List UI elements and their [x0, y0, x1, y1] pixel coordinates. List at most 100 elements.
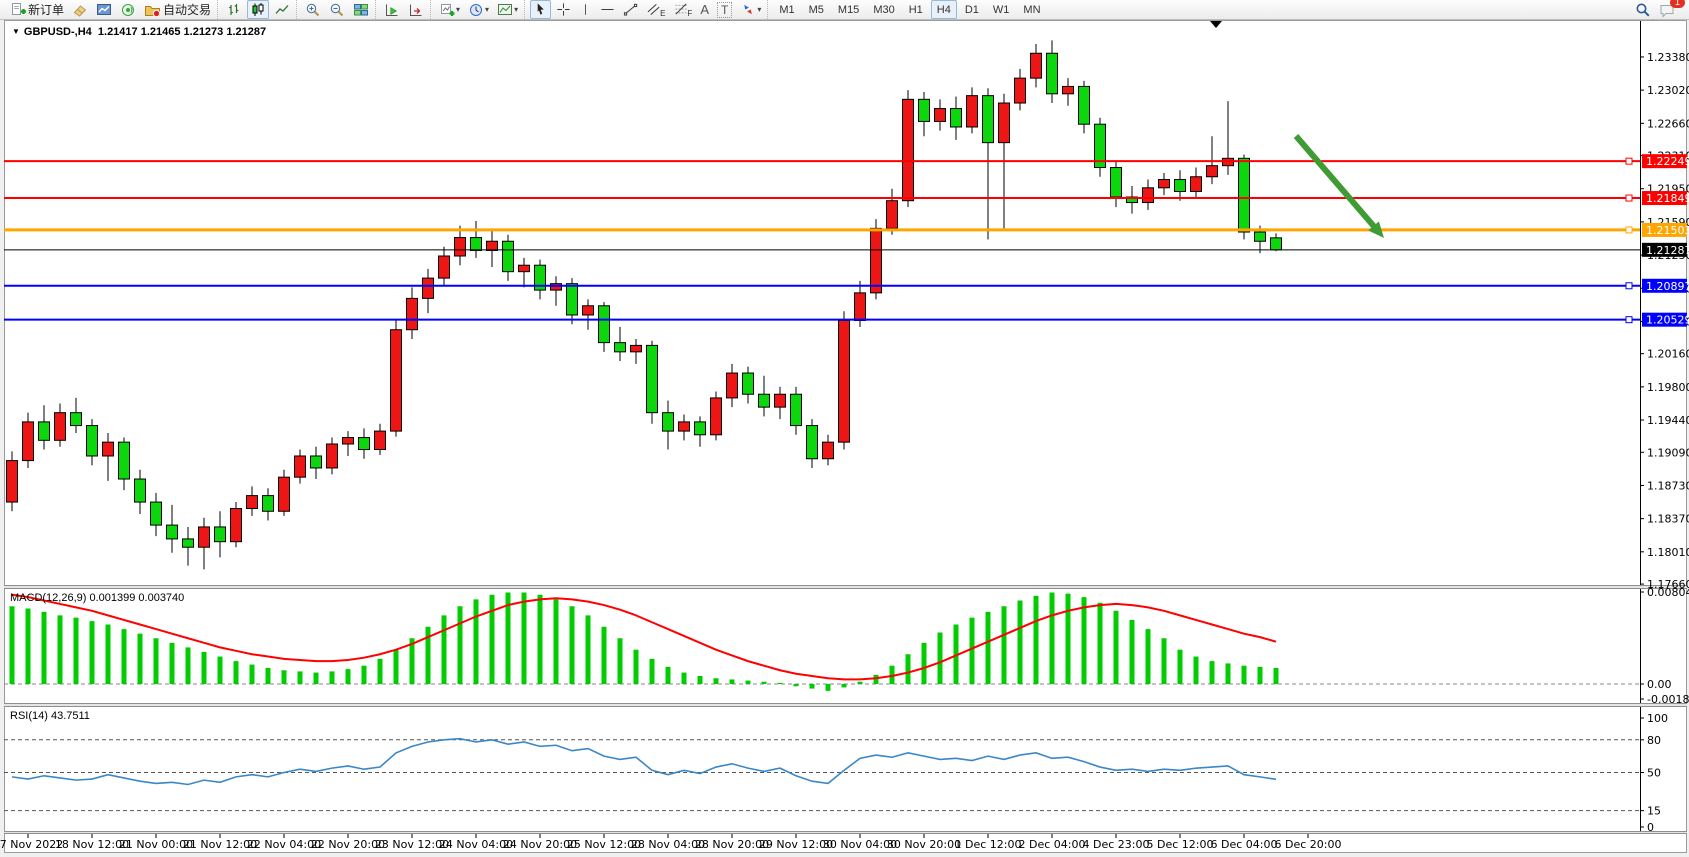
tf-mn-button[interactable]: MN [1023, 3, 1041, 16]
time-axis-label: 22 Nov 04:00 [247, 838, 321, 851]
rsi-tick-label: 50 [1647, 767, 1661, 780]
bull-candle [998, 102, 1010, 144]
tf-h4-button[interactable]: H4 [930, 0, 957, 19]
bear-candle [310, 455, 322, 469]
tf-m15-button[interactable]: M15 [837, 3, 860, 16]
bear-candle [182, 538, 194, 548]
bear-candle [358, 437, 370, 451]
depth-chart-icon [97, 3, 112, 15]
bull-candle [774, 393, 786, 408]
auto-scroll-icon [386, 4, 398, 16]
zoom-out-button[interactable] [326, 0, 348, 19]
bear-candle [646, 344, 658, 414]
price-tick-label: 1.20160 [1647, 348, 1689, 361]
new-chart-button[interactable]: ▾ [436, 0, 463, 19]
time-axis-label: 28 Nov 04:00 [631, 838, 705, 851]
zoom-in-icon [306, 3, 320, 16]
hline-handle[interactable] [1625, 316, 1633, 324]
bear-candle [806, 425, 818, 460]
bars-chart-icon [229, 3, 239, 15]
time-axis-label: 6 Dec 04:00 [1211, 838, 1278, 851]
hline-handle[interactable] [1625, 282, 1633, 290]
tf-m5-button[interactable]: M5 [808, 3, 824, 16]
bull-candle [870, 227, 882, 294]
hline-handle[interactable] [1625, 194, 1633, 202]
bear-candle [38, 421, 50, 441]
bull-candle [374, 430, 386, 451]
autotrading-button[interactable]: 自动交易 [141, 0, 214, 19]
text-tool-button[interactable]: A [697, 0, 712, 19]
vertical-line-tool-button[interactable] [576, 0, 595, 19]
chart-shift-marker[interactable] [1210, 21, 1222, 28]
autotrading-label: 自动交易 [163, 3, 212, 17]
periods-button[interactable]: ▾ [465, 0, 492, 19]
hline-handle[interactable] [1625, 157, 1633, 165]
notifications-button[interactable]: 1 [1656, 0, 1685, 19]
trendline-tool-button[interactable] [620, 0, 641, 19]
price-badge [1642, 278, 1687, 293]
bull-candle [1190, 176, 1202, 192]
time-axis-label: 30 Nov 20:00 [887, 838, 961, 851]
crosshair-tool-button[interactable] [553, 0, 574, 19]
notification-badge: 1 [1670, 0, 1685, 8]
bull-candle [966, 95, 978, 128]
new-order-button[interactable]: 新订单 [7, 0, 67, 19]
bear-candle [1110, 167, 1122, 198]
pane-separator[interactable] [4, 831, 1687, 834]
tf-m30-button[interactable]: M30 [873, 3, 895, 16]
search-button[interactable] [1632, 0, 1654, 19]
bear-candle [1174, 179, 1186, 192]
templates-dropdown-icon: ▾ [514, 5, 519, 14]
chart-menu-icon[interactable]: ▼ [12, 27, 20, 36]
bull-candle [438, 255, 450, 279]
bull-candle [278, 476, 290, 512]
bull-candle [886, 200, 898, 229]
chart-ohlc-values: 1.21417 1.21465 1.21273 1.21287 [97, 26, 267, 38]
pane-separator[interactable] [4, 585, 1687, 589]
tf-m1-button[interactable]: M1 [779, 3, 795, 16]
tf-h1-button[interactable]: H1 [908, 3, 923, 16]
bull-candle [22, 421, 34, 462]
tile-windows-button[interactable] [350, 0, 372, 19]
chart-title: ▼ GBPUSD-,H4 1.21417 1.21465 1.21273 1.21… [12, 26, 266, 38]
channel-tool-button[interactable]: E [643, 0, 668, 19]
hline-handle[interactable] [1625, 226, 1633, 234]
text-label-tool-button[interactable]: T [714, 0, 735, 19]
bull-candle [582, 305, 594, 316]
fibonacci-tool-button[interactable]: F [670, 0, 695, 19]
line-chart-button[interactable] [271, 0, 293, 19]
macd-tick-label: 0.008043 [1647, 586, 1689, 599]
time-axis-label: 21 Nov 12:00 [183, 838, 257, 851]
price-badge-label: 1.20529 [1646, 314, 1689, 327]
price-tick-label: 1.19090 [1647, 446, 1689, 459]
trend-arrow-annotation[interactable] [1293, 134, 1380, 233]
chart-shift-button[interactable] [405, 0, 427, 19]
candles-chart-button[interactable] [247, 0, 270, 19]
tf-w1-button[interactable]: W1 [992, 3, 1010, 16]
equidistant-channel-icon [647, 3, 660, 16]
vertical-line-icon [585, 4, 586, 15]
periods-dropdown-icon: ▾ [485, 5, 490, 14]
rsi-tick-label: 15 [1647, 805, 1661, 818]
bars-chart-button[interactable] [223, 0, 245, 19]
time-axis-label: 23 Nov 12:00 [375, 838, 449, 851]
pane-separator[interactable] [4, 703, 1687, 707]
auto-scroll-button[interactable] [381, 0, 403, 19]
signal-icon [122, 3, 135, 16]
zoom-in-button[interactable] [302, 0, 324, 19]
horizontal-line-tool-button[interactable] [597, 0, 618, 19]
templates-button[interactable]: ▾ [494, 0, 521, 19]
signals-button[interactable] [117, 0, 139, 19]
bull-candle [678, 421, 690, 432]
bull-candle [710, 397, 722, 436]
candles-chart-icon [252, 2, 264, 16]
search-icon [1636, 3, 1650, 17]
chart-trade-button[interactable] [69, 0, 91, 19]
bull-candle [390, 329, 402, 432]
time-axis-label: 22 Nov 20:00 [311, 838, 385, 851]
cursor-tool-button[interactable] [530, 0, 552, 19]
arrows-tool-button[interactable]: ▾ [737, 0, 764, 19]
market-depth-button[interactable] [93, 0, 115, 19]
tf-d1-button[interactable]: D1 [964, 3, 979, 16]
